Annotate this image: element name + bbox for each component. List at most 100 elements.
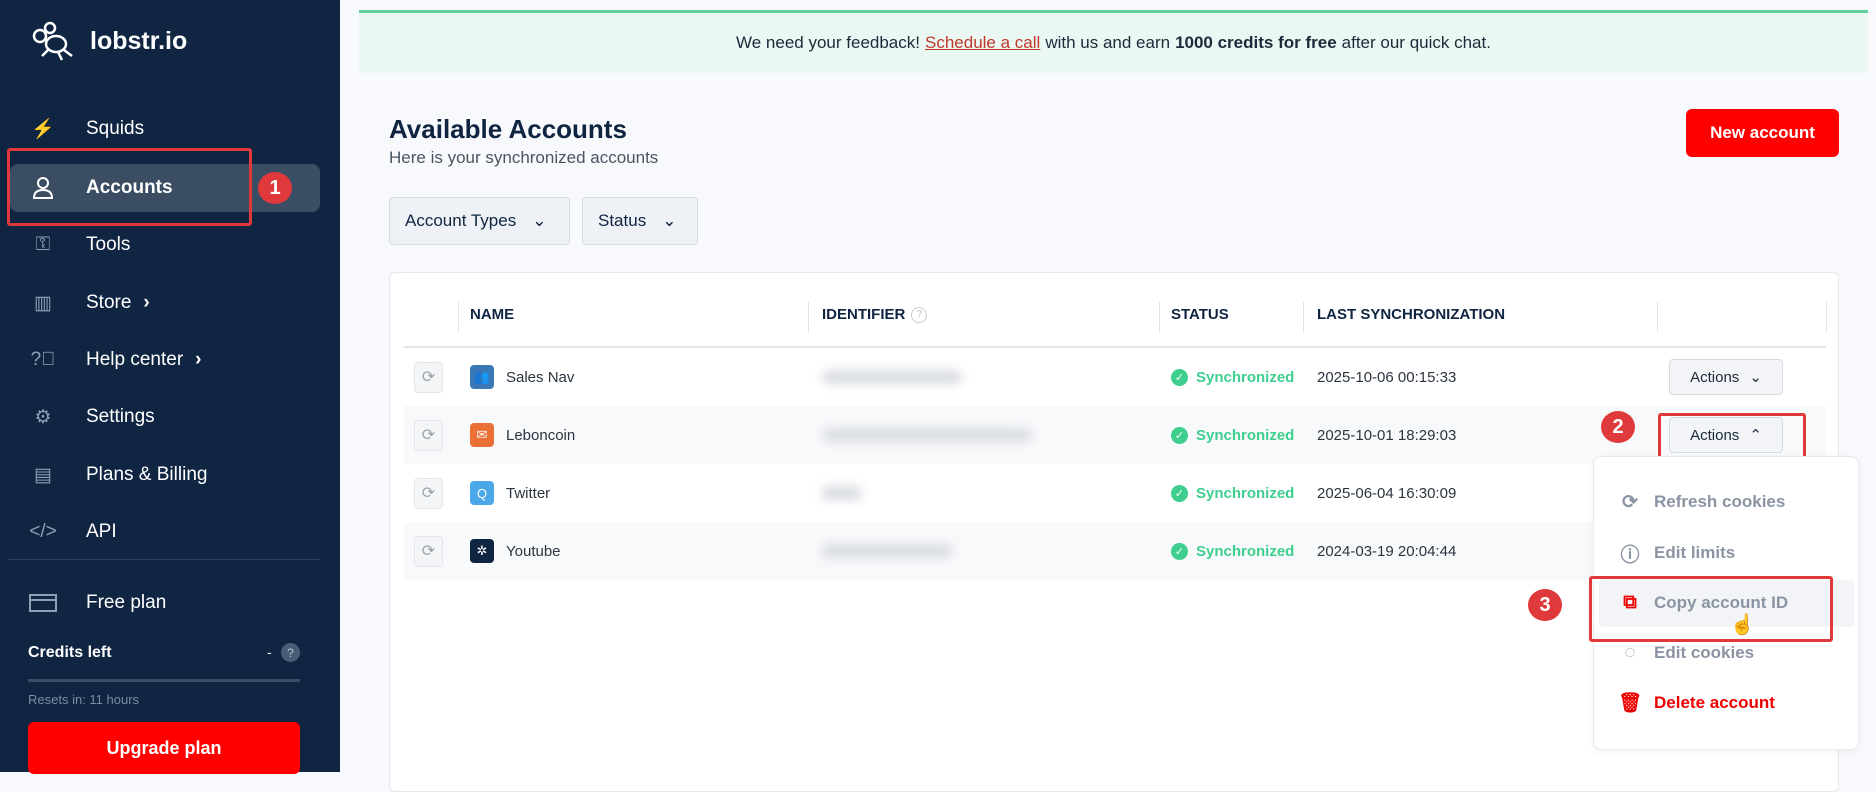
menu-item-edit-cookies[interactable]: ◌ Edit cookies (1604, 630, 1854, 676)
filter-label: Account Types (405, 211, 517, 230)
new-account-button[interactable]: New account (1686, 109, 1839, 157)
page-title: Available Accounts (389, 114, 627, 144)
status-badge: Synchronized (1196, 426, 1295, 444)
help-icon[interactable]: ? (281, 643, 300, 662)
last-sync-time: 2024-03-19 20:04:44 (1317, 542, 1457, 560)
header-divider (404, 346, 1826, 348)
annotation-box-1 (7, 148, 252, 226)
column-separator (808, 302, 809, 332)
chevron-down-icon: ⌄ (662, 211, 677, 230)
last-sync-time: 2025-10-06 00:15:33 (1317, 368, 1457, 386)
column-separator (1303, 302, 1304, 332)
menu-item-copy-account-id[interactable]: ⧉ Copy account ID (1604, 580, 1854, 626)
refresh-icon[interactable]: ⟳ (414, 361, 443, 393)
menu-label: Delete account (1654, 693, 1775, 712)
menu-item-edit-limits[interactable]: ⓘ Edit limits (1604, 530, 1854, 576)
banner-text: We need your feedback! (736, 33, 920, 52)
header-status[interactable]: STATUS (1171, 306, 1229, 323)
nav-label: Accounts (86, 177, 173, 198)
menu-label: Edit cookies (1654, 643, 1755, 662)
header-name[interactable]: NAME (470, 306, 515, 323)
receipt-icon: ▤ (34, 464, 52, 486)
lobster-logo-icon (32, 21, 73, 61)
annotation-badge-2: 2 (1601, 411, 1635, 443)
header-identifier[interactable]: IDENTIFIER? (822, 306, 928, 323)
app-icon: Q (470, 481, 494, 505)
last-sync-time: 2025-06-04 16:30:09 (1317, 484, 1457, 502)
nav-label: Plans & Billing (86, 464, 208, 485)
actions-button[interactable]: Actions ⌃ (1669, 417, 1783, 453)
column-separator (1657, 302, 1658, 332)
chevron-down-icon: ⌄ (1749, 369, 1762, 386)
sidebar-item-plans-billing[interactable]: ▤ Plans & Billing (10, 451, 320, 499)
upgrade-plan-button[interactable]: Upgrade plan (28, 722, 300, 774)
logo[interactable]: lobstr.io (28, 20, 187, 62)
column-separator (458, 302, 459, 332)
check-circle-icon: ✓ (1171, 484, 1188, 502)
status-filter[interactable]: Status ⌄ (582, 197, 698, 245)
column-separator (1159, 302, 1160, 332)
account-name: Twitter (506, 484, 551, 502)
banner-text: after our quick chat. (1341, 33, 1491, 52)
account-name: Youtube (506, 542, 561, 560)
last-sync-time: 2025-10-01 18:29:03 (1317, 426, 1457, 444)
sidebar-item-store[interactable]: ▥ Store › (10, 279, 320, 327)
help-icon[interactable]: ? (911, 306, 928, 323)
table-row: ⟳ 👥 Sales Nav ✓ Synchronized 2025-10-06 00… (404, 348, 1826, 406)
resets-text: Resets in: 11 hours (28, 692, 140, 707)
table-row: ⟳ ✲ Youtube ✓ Synchronized 2024-03-19 20:0… (404, 522, 1826, 580)
credits-progress-bar (28, 679, 300, 682)
sidebar-item-help-center[interactable]: ?⃝ Help center › (10, 336, 320, 384)
menu-item-refresh-cookies[interactable]: ⟳ Refresh cookies (1604, 479, 1854, 525)
identifier-redacted (822, 428, 1032, 442)
plan-info: Free plan (10, 579, 320, 627)
refresh-icon[interactable]: ⟳ (414, 477, 443, 509)
sidebar-item-api[interactable]: </> API (10, 508, 320, 556)
sidebar-item-squids[interactable]: ⚡ Squids (10, 105, 320, 153)
help-icon: ?⃝ (30, 349, 56, 370)
annotation-badge-1: 1 (258, 172, 292, 204)
trash-icon: 🗑 (1618, 693, 1643, 714)
app-icon: ✲ (470, 539, 494, 563)
credits-label: Credits left (28, 644, 112, 661)
actions-label: Actions (1690, 368, 1740, 386)
banner-text: with us and earn (1045, 33, 1171, 52)
gear-icon: ⚙ (34, 406, 52, 428)
account-types-filter[interactable]: Account Types ⌄ (389, 197, 570, 245)
status-badge: Synchronized (1196, 484, 1295, 502)
hand-cursor-icon: ☝ (1730, 614, 1755, 636)
feedback-banner: We need your feedback! Schedule a call w… (359, 10, 1868, 73)
actions-button[interactable]: Actions ⌄ (1669, 359, 1783, 395)
brand-name: lobstr.io (90, 26, 188, 55)
account-name: Leboncoin (506, 426, 576, 444)
sidebar-item-tools[interactable]: ⚿ Tools (10, 221, 320, 269)
check-circle-icon: ✓ (1171, 542, 1188, 560)
check-circle-icon: ✓ (1171, 426, 1188, 444)
refresh-icon[interactable]: ⟳ (414, 535, 443, 567)
chevron-up-icon: ⌃ (1749, 427, 1762, 444)
identifier-redacted (822, 370, 962, 384)
nav-label: Tools (86, 234, 131, 255)
refresh-icon[interactable]: ⟳ (414, 419, 443, 451)
header-label: IDENTIFIER (822, 306, 906, 323)
menu-item-delete-account[interactable]: 🗑 Delete account (1604, 680, 1854, 726)
table-row: ⟳ Q Twitter ✓ Synchronized 2025-06-04 16:3… (404, 464, 1826, 522)
app-icon: 👥 (470, 365, 494, 389)
annotation-box-3 (1589, 576, 1833, 642)
nav-label: Store (86, 292, 132, 313)
chevron-right-icon: › (195, 349, 202, 370)
credits-value: - (267, 644, 272, 660)
header-last-sync[interactable]: LAST SYNCHRONIZATION (1317, 306, 1506, 323)
identifier-redacted (822, 486, 862, 500)
menu-label: Refresh cookies (1654, 492, 1786, 511)
chevron-right-icon: › (143, 292, 150, 313)
cookie-icon: ◌ (1624, 642, 1636, 663)
menu-label: Copy account ID (1654, 593, 1789, 612)
exclamation-circle-icon: ⓘ (1620, 544, 1640, 566)
sidebar-item-settings[interactable]: ⚙ Settings (10, 393, 320, 441)
key-icon: ⚿ (35, 234, 51, 255)
nav-label: Help center (86, 349, 184, 370)
schedule-call-link[interactable]: Schedule a call (925, 33, 1041, 52)
identifier-redacted (822, 544, 952, 558)
status-badge: Synchronized (1196, 542, 1295, 560)
